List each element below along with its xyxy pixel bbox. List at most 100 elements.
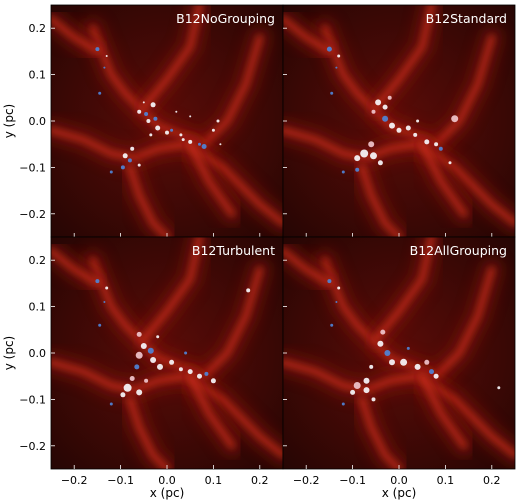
sink-particle [149,133,153,137]
sink-particle [147,347,154,354]
sink-particle [109,170,113,174]
sink-particle [155,125,161,131]
sink-particle [377,340,384,347]
y-tick-label: 0.1 [29,301,47,314]
sink-particle [337,286,341,290]
sink-particle [327,279,332,284]
sink-particle [433,373,439,379]
gas-filament [373,5,434,110]
sink-particle [198,142,201,146]
sink-particle [350,389,356,395]
y-axis-label-top: y (pc) [2,104,16,139]
sink-particle [150,357,157,363]
sink-particle [169,359,175,365]
sink-particle [137,163,141,167]
sink-particle [337,54,341,58]
sink-particle [137,109,142,114]
sink-particle [122,153,128,159]
y-tick-label: 0.0 [29,115,47,128]
sink-particle [380,329,386,335]
gas-filament [373,237,434,342]
sink-particle [219,143,222,146]
gas-filament [187,141,235,217]
sink-particle [187,369,193,375]
gas-filament [141,5,202,110]
x-tick-label: −0.1 [339,474,366,487]
sink-particle [416,119,420,123]
y-tick-label: 0.2 [29,254,47,267]
panel-2-plot-area [283,5,515,237]
sink-particle [341,402,345,406]
panel-4-plot-area [283,237,515,469]
x-axis-label-left: x (pc) [150,486,185,500]
panel-title: B12NoGrouping [176,11,275,26]
sink-particle [371,109,376,114]
sink-particle [330,91,334,95]
sink-particle [335,66,338,69]
panel-1: B12NoGrouping −0.2 −0.1 0.0 0.1 0.2 [19,4,284,238]
sink-particle [389,359,395,366]
gas-filament [51,16,100,54]
sink-particle [413,132,418,137]
sink-particle [165,130,169,135]
gas-filament [283,16,332,54]
gas-filament [127,396,170,469]
gas-filament [51,127,283,226]
sink-particle [363,387,370,394]
sink-particle [335,301,338,303]
sink-particle [201,144,207,149]
gas-filament [419,141,467,217]
panel-3-plot-area [51,237,283,469]
sink-particle [389,122,395,129]
sink-particle [406,346,410,350]
sink-particle [326,46,332,52]
panel-title: B12Turbulent [192,243,275,258]
sink-particle [153,116,158,121]
sink-particle [424,139,430,145]
sink-particle [103,66,106,69]
sink-particle [95,47,100,52]
sink-particle [184,351,188,355]
sink-particle [451,115,459,123]
gas-filament [322,257,495,379]
sink-particle [363,377,370,384]
panel-title: B12Standard [426,11,507,26]
sink-particle [120,392,126,398]
sink-particle [140,343,147,349]
x-tick-label: 0.2 [483,474,501,487]
sink-particle [136,331,142,337]
sink-particle [150,102,156,108]
y-tick-label: −0.1 [19,161,46,174]
sink-particle [216,119,220,123]
sink-particle [448,161,452,165]
sink-particle [375,99,382,106]
gas-filament [127,164,170,237]
gas-filament [90,257,263,379]
sink-particle [211,128,215,132]
sink-particle [105,55,108,57]
sink-particle [181,138,185,142]
panels-group: B12NoGrouping −0.2 −0.1 0.0 0.1 0.2 B12Standar… [19,4,516,487]
sink-particle [120,165,125,170]
sink-particle [156,335,160,339]
y-tick-label: −0.2 [19,440,46,453]
sink-particle [246,288,251,293]
sink-particle [204,371,209,376]
sink-particle [175,110,178,113]
sink-particle [429,369,434,375]
gas-filament [419,373,467,449]
sink-particle [103,301,106,303]
x-tick-label: 0.2 [251,474,269,487]
gas-filament [283,248,332,286]
sink-particle [146,119,151,123]
sink-particle [144,112,149,116]
x-tick-label: 0.0 [158,474,176,487]
x-axis-label-right: x (pc) [382,486,417,500]
sink-particle [371,397,376,402]
sink-particle [368,141,375,148]
sink-particle [130,146,135,151]
sink-particle [370,152,377,160]
sink-particle [353,382,361,389]
sink-particle [434,142,439,147]
